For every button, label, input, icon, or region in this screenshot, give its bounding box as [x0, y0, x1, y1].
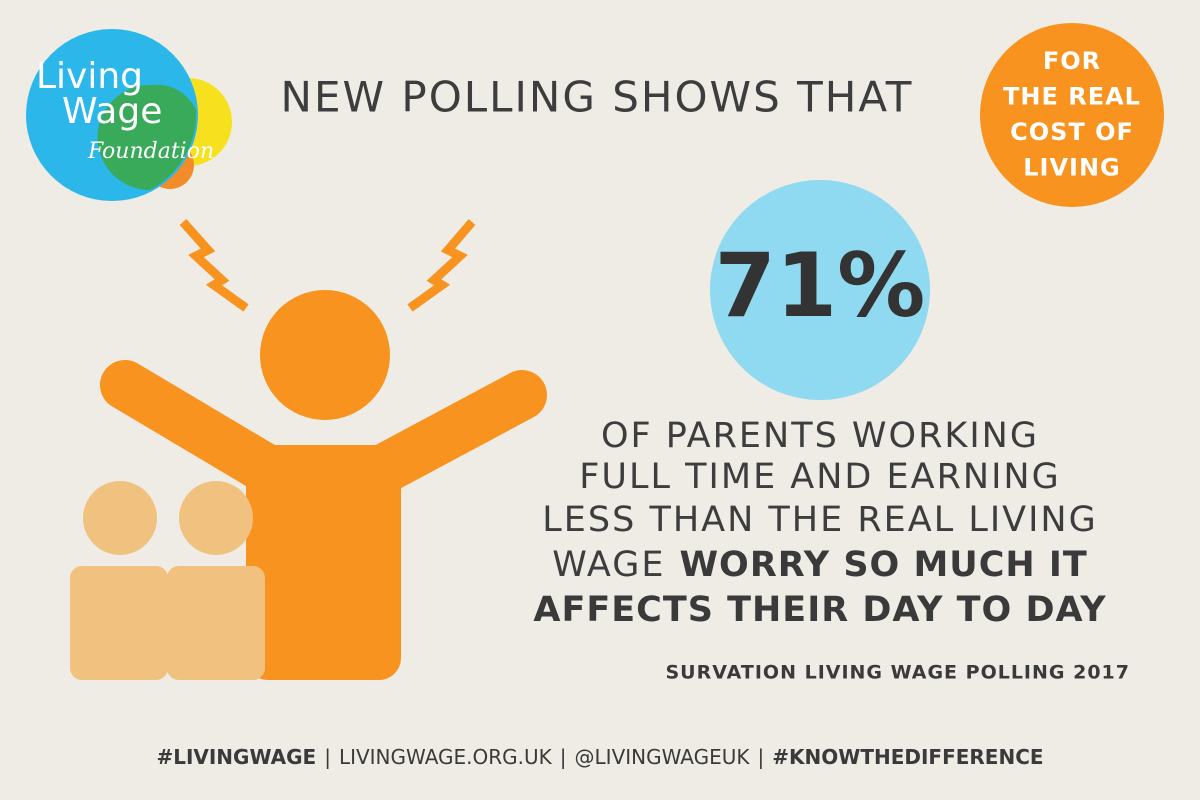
logo: Living Wage Foundation [26, 29, 232, 201]
logo-text: Wage [62, 91, 162, 132]
statement-emphasis: WORRY SO MUCH IT [679, 545, 1087, 585]
badge-text: FOR [1043, 47, 1101, 75]
lightning-bolt [407, 219, 476, 312]
logo-green-overlap [97, 84, 197, 190]
parent-arm [100, 360, 293, 495]
statement-line: WAGE WORRY SO MUCH IT [552, 545, 1088, 585]
child-body [167, 566, 265, 680]
source: SURVATION LIVING WAGE POLLING 2017 [666, 662, 1131, 684]
footer-item: @LIVINGWAGEUK [575, 745, 751, 769]
children-figures [70, 481, 265, 680]
logo-text: Foundation [87, 139, 214, 164]
footer-separator: | [560, 745, 567, 769]
parent-figure [100, 290, 547, 680]
badge-text: THE REAL [1003, 82, 1141, 110]
parent-head [260, 290, 390, 420]
badge: FOR THE REAL COST OF LIVING [1003, 47, 1141, 182]
footer-separator: | [758, 745, 765, 769]
statistic-circle [710, 180, 930, 400]
statistic: 71% [715, 234, 926, 337]
parent-body [246, 445, 401, 680]
parent-arm [357, 370, 547, 495]
footer-item: #KNOWTHEDIFFERENCE [772, 745, 1043, 769]
statement-emphasis: AFFECTS THEIR DAY TO DAY [533, 590, 1106, 630]
statement-line: LESS THAN THE REAL LIVING [542, 500, 1097, 540]
headline: NEW POLLING SHOWS THAT [281, 73, 914, 122]
child-body [70, 566, 168, 680]
logo-text: Living [36, 56, 143, 97]
child-head [83, 481, 157, 555]
statement-line: OF PARENTS WORKING [601, 416, 1039, 456]
statement-text: WAGE [552, 545, 665, 585]
badge-circle [980, 23, 1164, 207]
badge-text: LIVING [1023, 153, 1121, 181]
footer-item: #LIVINGWAGE [156, 745, 316, 769]
lightning-bolt [179, 219, 249, 312]
footer-separator: | [324, 745, 331, 769]
statement-line: FULL TIME AND EARNING [579, 457, 1060, 497]
footer-item: LIVINGWAGE.ORG.UK [339, 745, 553, 769]
footer: #LIVINGWAGE | LIVINGWAGE.ORG.UK | @LIVINGWAG… [156, 745, 1043, 769]
child-head [179, 481, 253, 555]
badge-text: COST OF [1010, 118, 1134, 146]
